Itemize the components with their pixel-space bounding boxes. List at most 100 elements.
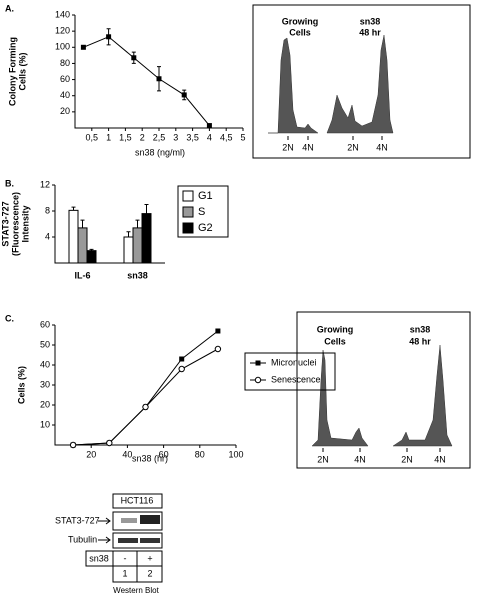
sign: + <box>147 553 152 563</box>
lane: 1 <box>122 568 127 578</box>
blot-row-label: Tubulin <box>68 534 97 544</box>
histogram <box>268 37 319 134</box>
flow-title: Growing <box>317 324 354 334</box>
axes <box>74 15 243 129</box>
panel-label: A. <box>5 3 14 13</box>
y-tick-label: 20 <box>60 106 70 116</box>
error-bar <box>126 231 131 237</box>
x-tick-label: 3 <box>173 132 178 142</box>
bar <box>132 227 143 264</box>
error-bar <box>71 206 76 211</box>
y-axis-label: STAT3-727 <box>0 201 10 246</box>
legend-swatch <box>182 190 194 202</box>
y-tick-label: 60 <box>40 319 50 329</box>
x-axis-label: sn38 (ng/ml) <box>135 147 185 157</box>
line <box>83 36 210 126</box>
x-tick-label: 0,5 <box>86 132 99 142</box>
x-tick-label: 80 <box>195 449 205 459</box>
x-tick-label: 3,5 <box>186 132 199 142</box>
error-bar <box>135 219 140 228</box>
y-axis-label: Cells (%) <box>16 366 26 404</box>
marker <box>178 365 185 373</box>
blot-lane <box>112 511 163 531</box>
treatment: sn38 <box>89 553 109 563</box>
y-axis-label: Cells (%) <box>17 52 27 90</box>
x-tick-label: 5 <box>240 132 245 142</box>
marker <box>142 403 149 411</box>
blot-row-label: STAT3-727 <box>55 515 100 525</box>
lane-row <box>112 565 163 583</box>
marker <box>131 55 137 61</box>
flow-title: Cells <box>289 27 311 37</box>
flow-title: Growing <box>282 16 319 26</box>
band <box>140 515 160 524</box>
x-tick-label: 20 <box>86 449 96 459</box>
axes <box>54 325 236 446</box>
legend-marker <box>255 360 261 366</box>
y-tick-label: 100 <box>55 42 70 52</box>
y-tick-label: 20 <box>40 399 50 409</box>
flow-tick-label: 2N <box>401 454 413 464</box>
blot-header <box>112 493 163 509</box>
panel-label: C. <box>5 313 14 323</box>
bar <box>68 209 79 264</box>
sign: - <box>124 553 127 563</box>
line <box>73 330 219 446</box>
band <box>140 538 160 543</box>
bar <box>86 250 97 264</box>
legend-label: Senescence <box>271 374 321 384</box>
x-tick-label: 100 <box>228 449 243 459</box>
flow-box <box>252 4 471 159</box>
flow-title: 48 hr <box>409 336 431 346</box>
error-bar <box>144 204 149 214</box>
x-tick-label: IL-6 <box>74 270 90 280</box>
bar <box>123 236 134 264</box>
arrow <box>98 517 111 525</box>
x-tick-label: 2 <box>140 132 145 142</box>
marker <box>206 123 212 129</box>
marker <box>179 356 185 362</box>
legend-marker <box>254 376 262 384</box>
legend-swatch <box>182 206 194 218</box>
flow-ticks <box>322 448 441 452</box>
y-axis-label: (Fluorescence) <box>10 192 20 256</box>
x-tick-label: 60 <box>159 449 169 459</box>
marker <box>214 345 222 353</box>
flow-tick-label: 2N <box>282 142 294 152</box>
flow-ticks <box>287 136 383 140</box>
caption: Western Blot <box>113 586 159 595</box>
flow-tick-label: 4N <box>376 142 388 152</box>
flow-tick-label: 4N <box>434 454 446 464</box>
y-tick-label: 40 <box>40 359 50 369</box>
histogram <box>326 34 394 134</box>
y-axis-label: Colony Forming <box>7 37 17 106</box>
histogram <box>392 344 453 447</box>
panel-label: B. <box>5 178 14 188</box>
legend-label: G2 <box>198 222 213 234</box>
legend-swatch <box>182 222 194 234</box>
y-tick-label: 8 <box>45 205 50 215</box>
legend-label: G1 <box>198 190 213 202</box>
flow-tick-label: 2N <box>317 454 329 464</box>
y-tick-label: 30 <box>40 379 50 389</box>
flow-tick-label: 2N <box>347 142 359 152</box>
y-tick-label: 12 <box>40 179 50 189</box>
band <box>118 538 138 543</box>
x-tick-label: 1,5 <box>119 132 132 142</box>
x-tick-label: 1 <box>106 132 111 142</box>
y-tick-label: 40 <box>60 90 70 100</box>
bar <box>141 213 152 264</box>
y-tick-label: 50 <box>40 339 50 349</box>
y-tick-label: 120 <box>55 26 70 36</box>
legend-label: Micronuclei <box>271 357 317 367</box>
x-tick-label: 4 <box>207 132 212 142</box>
x-tick-label: 4,5 <box>220 132 233 142</box>
flow-title: 48 hr <box>359 27 381 37</box>
y-tick-label: 4 <box>45 231 50 241</box>
legend-box <box>244 352 336 391</box>
y-tick-label: 60 <box>60 74 70 84</box>
flow-tick-label: 4N <box>302 142 314 152</box>
error-bar <box>80 219 85 228</box>
legend-label: S <box>198 206 205 218</box>
